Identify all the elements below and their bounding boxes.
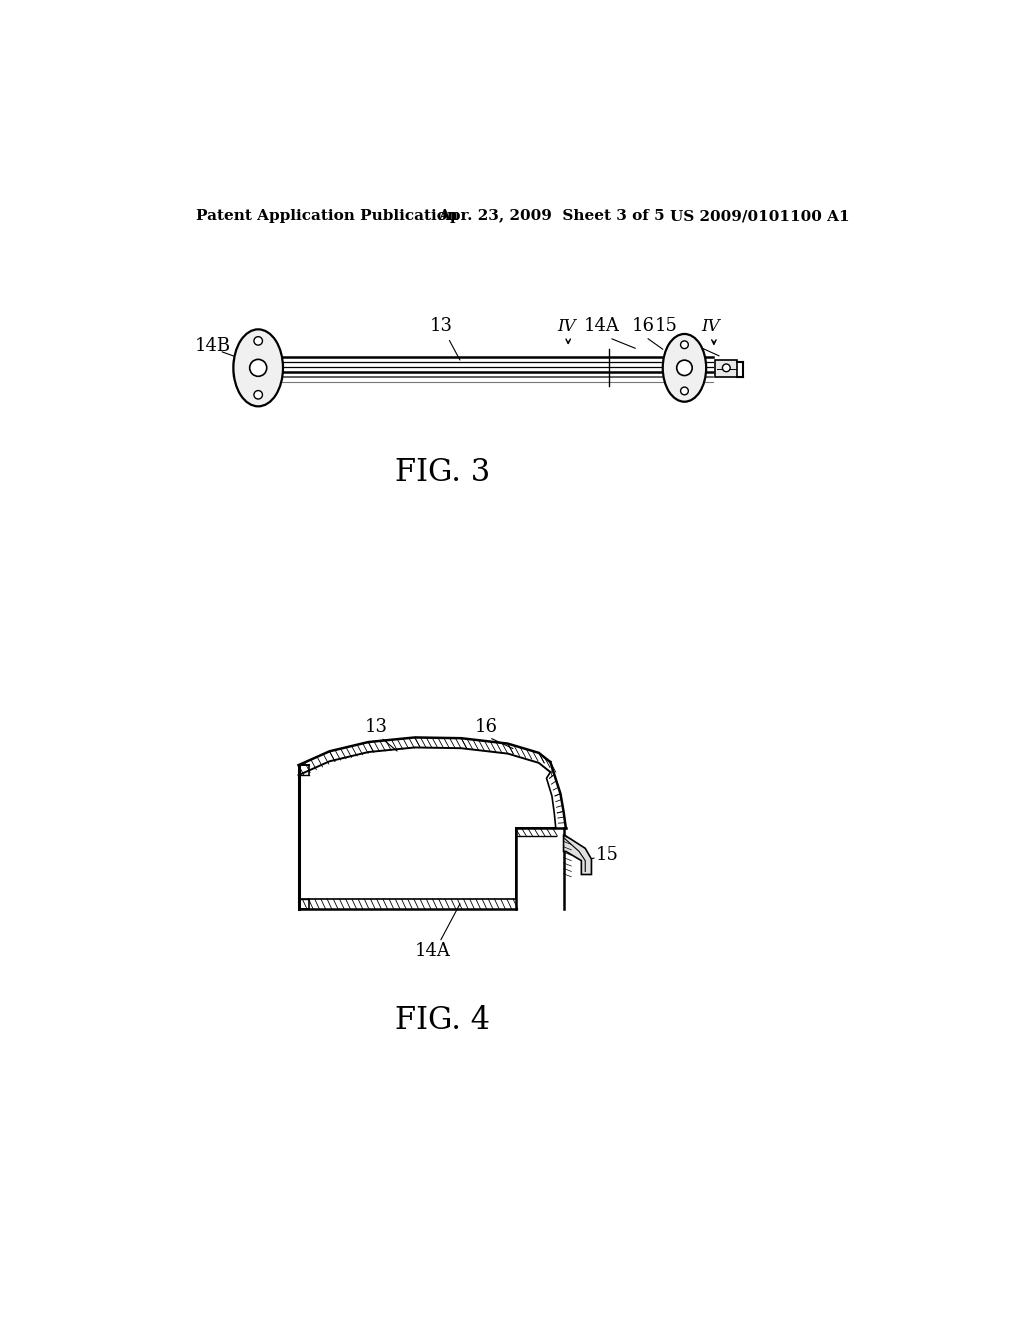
Circle shape: [254, 337, 262, 345]
Text: 16: 16: [475, 718, 499, 735]
Text: US 2009/0101100 A1: US 2009/0101100 A1: [671, 209, 850, 223]
Text: 14A: 14A: [584, 317, 620, 335]
Text: 13: 13: [430, 317, 460, 360]
Text: FIG. 3: FIG. 3: [395, 457, 490, 488]
FancyBboxPatch shape: [716, 360, 737, 378]
Text: 15: 15: [655, 317, 678, 335]
Text: 14A: 14A: [415, 942, 451, 961]
Text: 13: 13: [365, 718, 387, 735]
Ellipse shape: [663, 334, 707, 401]
Ellipse shape: [677, 360, 692, 376]
Circle shape: [722, 364, 730, 372]
Text: IV: IV: [701, 318, 720, 335]
Polygon shape: [563, 834, 592, 875]
Text: 16: 16: [632, 317, 654, 335]
Text: Apr. 23, 2009  Sheet 3 of 5: Apr. 23, 2009 Sheet 3 of 5: [438, 209, 665, 223]
Ellipse shape: [250, 359, 266, 376]
Circle shape: [681, 341, 688, 348]
Circle shape: [254, 391, 262, 399]
Text: Patent Application Publication: Patent Application Publication: [197, 209, 458, 223]
Circle shape: [681, 387, 688, 395]
Text: FIG. 4: FIG. 4: [395, 1006, 490, 1036]
Text: 15: 15: [595, 846, 618, 865]
Text: IV: IV: [557, 318, 575, 335]
Text: 14B: 14B: [195, 338, 230, 355]
Ellipse shape: [233, 330, 283, 407]
